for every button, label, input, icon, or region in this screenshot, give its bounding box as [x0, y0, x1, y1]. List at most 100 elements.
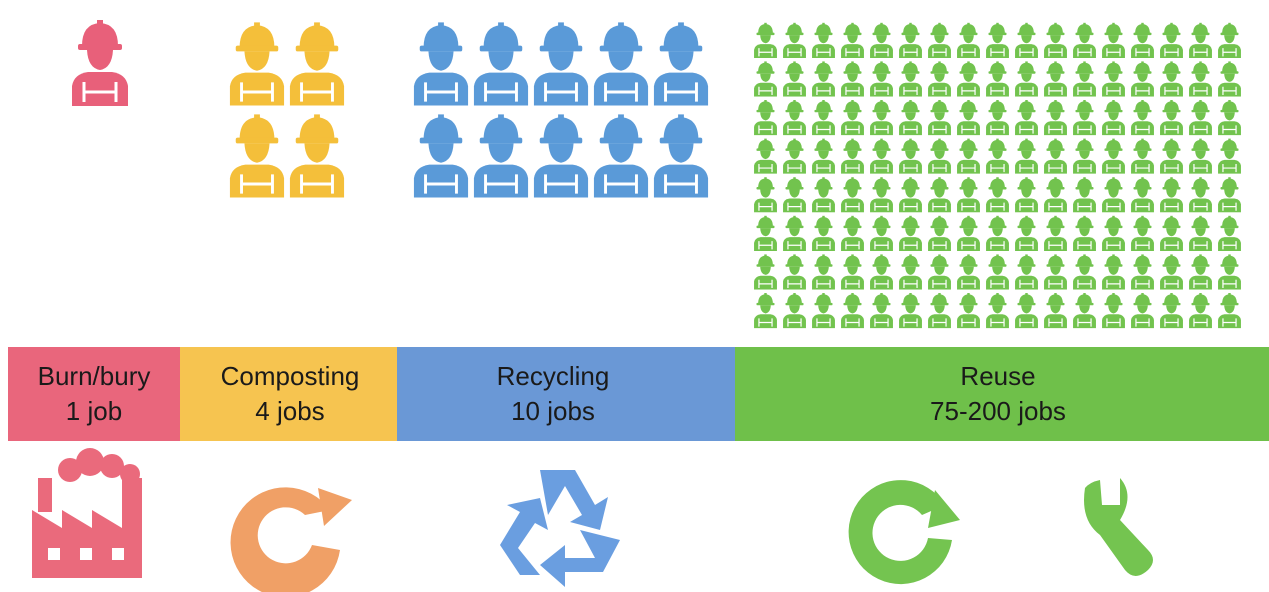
worker-icon — [1043, 60, 1068, 97]
worker-icon — [869, 22, 894, 58]
worker-icon — [1043, 137, 1068, 174]
worker-icon — [753, 137, 778, 174]
worker-icon — [1159, 99, 1184, 136]
section-label: Burn/bury — [38, 361, 151, 391]
worker-icon — [1014, 22, 1039, 58]
worker-icon — [1072, 253, 1097, 290]
worker-icon — [1072, 60, 1097, 97]
worker-icon — [956, 292, 981, 329]
band-composting — [180, 347, 397, 441]
worker-icon — [472, 20, 530, 106]
worker-icon — [782, 292, 807, 329]
worker-icon — [985, 292, 1010, 329]
section-jobs: 75-200 jobs — [930, 396, 1066, 426]
worker-icon — [869, 99, 894, 136]
worker-icon — [1217, 176, 1242, 213]
worker-icon — [956, 253, 981, 290]
worker-icon — [985, 137, 1010, 174]
worker-icon — [1159, 215, 1184, 251]
worker-icon — [228, 20, 286, 106]
worker-icon — [898, 22, 923, 58]
worker-icon — [840, 60, 865, 97]
worker-icon — [927, 137, 952, 174]
worker-icon — [840, 176, 865, 213]
worker-icon — [840, 215, 865, 251]
worker-icon — [985, 253, 1010, 290]
worker-icon — [927, 292, 952, 329]
worker-icon — [1217, 137, 1242, 174]
worker-icon — [811, 253, 836, 290]
worker-icon — [782, 215, 807, 251]
worker-icon — [927, 253, 952, 290]
worker-icon — [840, 292, 865, 329]
worker-icon — [1217, 253, 1242, 290]
section-label: Composting — [221, 361, 360, 391]
worker-icon — [1072, 292, 1097, 329]
worker-icon — [985, 60, 1010, 97]
worker-icon — [985, 22, 1010, 58]
worker-icon — [956, 137, 981, 174]
worker-icon — [985, 176, 1010, 213]
worker-icon — [592, 112, 650, 198]
worker-icon — [1043, 292, 1068, 329]
worker-icon — [1188, 99, 1213, 136]
band-reuse — [735, 347, 1269, 441]
worker-icon — [1217, 60, 1242, 97]
worker-icon — [70, 18, 130, 106]
worker-icon — [753, 253, 778, 290]
worker-icon — [782, 137, 807, 174]
worker-icon — [228, 112, 286, 198]
worker-icon — [753, 99, 778, 136]
reuse-icon — [848, 480, 960, 585]
worker-icon — [927, 99, 952, 136]
worker-icon — [1159, 292, 1184, 329]
worker-icon — [1014, 292, 1039, 329]
worker-icon — [1159, 137, 1184, 174]
worker-icon — [898, 60, 923, 97]
worker-icon — [869, 137, 894, 174]
worker-icon — [1188, 176, 1213, 213]
worker-icon — [782, 60, 807, 97]
worker-icon — [1101, 137, 1126, 174]
worker-icon — [956, 60, 981, 97]
worker-icon — [652, 20, 710, 106]
worker-icon — [753, 292, 778, 329]
worker-icon — [1217, 292, 1242, 329]
worker-icon — [1072, 99, 1097, 136]
factory-icon — [32, 448, 142, 578]
worker-icon — [1188, 60, 1213, 97]
worker-icon — [1159, 176, 1184, 213]
worker-icon — [956, 176, 981, 213]
worker-icon — [1159, 253, 1184, 290]
worker-icon — [1217, 22, 1242, 58]
worker-icon — [1188, 22, 1213, 58]
worker-icon — [1130, 60, 1155, 97]
worker-icon — [652, 112, 710, 198]
worker-icon — [1130, 292, 1155, 329]
worker-icon — [1101, 215, 1126, 251]
section-label: Recycling — [497, 361, 610, 391]
worker-icon — [898, 253, 923, 290]
worker-icon — [1217, 215, 1242, 251]
worker-icon — [898, 99, 923, 136]
worker-icon — [1014, 253, 1039, 290]
worker-icon — [898, 215, 923, 251]
worker-icon — [1188, 253, 1213, 290]
worker-icon — [1130, 22, 1155, 58]
worker-icon — [753, 22, 778, 58]
compost-icon — [230, 487, 352, 592]
worker-icon — [811, 99, 836, 136]
worker-icon — [1159, 60, 1184, 97]
worker-icon — [869, 60, 894, 97]
worker-icon — [811, 22, 836, 58]
worker-icon — [1130, 137, 1155, 174]
worker-icon — [782, 176, 807, 213]
worker-icon — [288, 20, 346, 106]
worker-icon — [1014, 215, 1039, 251]
worker-icon — [898, 176, 923, 213]
worker-icon — [956, 99, 981, 136]
worker-icon — [869, 215, 894, 251]
worker-icon — [840, 253, 865, 290]
section-jobs: 4 jobs — [255, 396, 324, 426]
